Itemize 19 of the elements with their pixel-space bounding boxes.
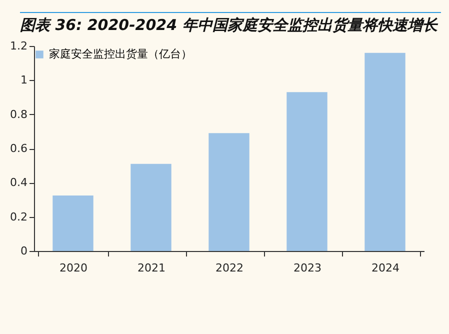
x-tick-label: 2020	[60, 262, 88, 274]
x-tick-label: 2022	[216, 262, 244, 274]
y-tick-label: 0.8	[10, 108, 28, 121]
bar	[208, 133, 250, 251]
bar	[52, 195, 94, 251]
bar	[364, 52, 406, 251]
x-tick-label: 2023	[294, 262, 322, 274]
x-tick-label: 2024	[372, 262, 400, 274]
y-tick-label: 0	[20, 244, 28, 258]
legend-label: 家庭安全监控出货量（亿台）	[49, 48, 192, 60]
chart-title: 图表 36: 2020-2024 年中国家庭安全监控出货量将快速增长	[20, 12, 441, 35]
y-tick-label: 0.2	[10, 210, 28, 224]
bar	[286, 92, 328, 251]
y-tick-label: 0.4	[10, 176, 28, 190]
bar	[130, 164, 172, 251]
y-tick-label: 1.2	[10, 40, 28, 52]
x-tick-label: 2021	[138, 262, 166, 274]
y-tick-label: 1	[20, 74, 28, 87]
y-tick-label: 0.6	[10, 142, 28, 155]
